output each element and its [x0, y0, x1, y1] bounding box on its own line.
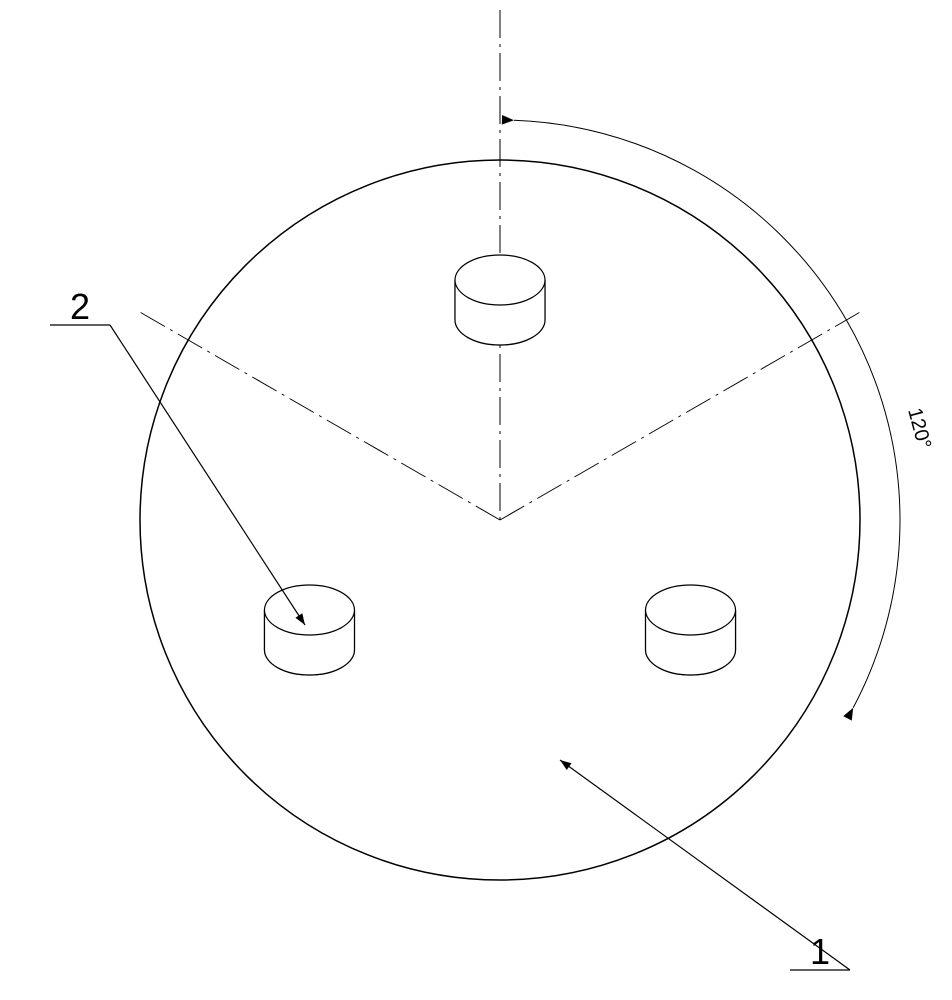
cylinder-1 — [646, 585, 736, 675]
cylinder-2 — [264, 585, 354, 675]
callout-2: 2 — [50, 286, 305, 625]
callout-label-2: 2 — [70, 286, 90, 327]
cylinder-0 — [455, 255, 545, 345]
angle-label: 120° — [903, 406, 935, 452]
callout-label-1: 1 — [810, 931, 830, 972]
callout-1: 1 — [560, 760, 850, 972]
diagram-svg: 1 2 120° — [0, 0, 952, 1000]
